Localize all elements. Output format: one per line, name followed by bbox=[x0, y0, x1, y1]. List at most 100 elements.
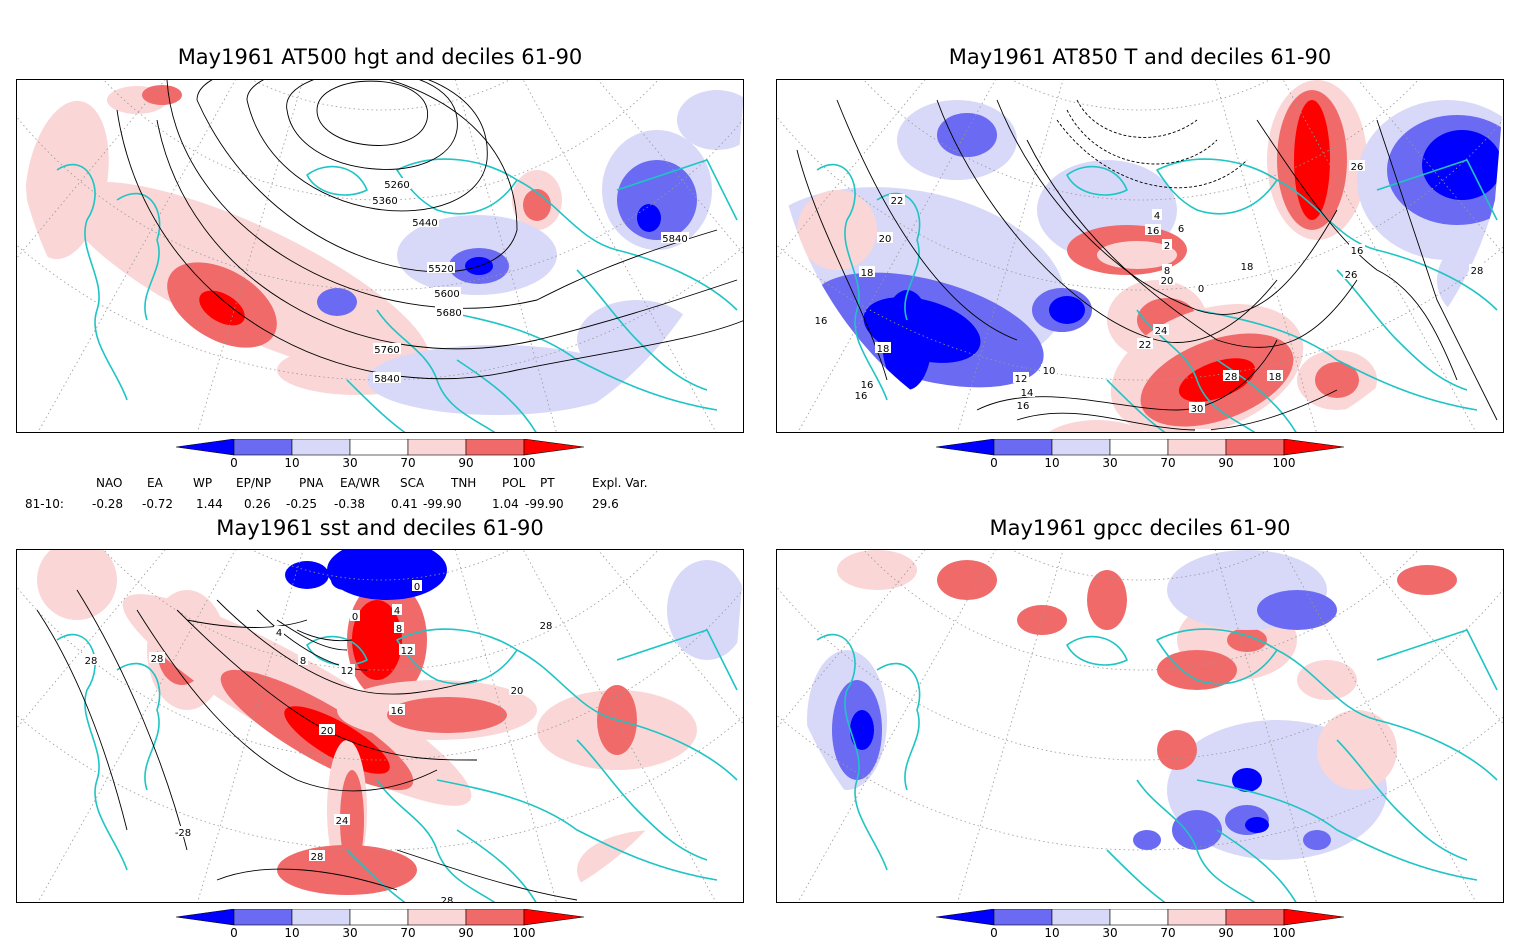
coastline bbox=[436, 779, 718, 881]
coastlines bbox=[56, 628, 738, 902]
contour-label-bg bbox=[412, 580, 422, 591]
coastline bbox=[116, 662, 161, 791]
contour-label: 4 bbox=[1154, 211, 1160, 222]
contour-label: 12 bbox=[341, 666, 354, 677]
contour-label-bg bbox=[1343, 268, 1359, 279]
meridian-line bbox=[1215, 80, 1317, 432]
coastline bbox=[616, 629, 738, 691]
contour-label: 0 bbox=[414, 582, 420, 593]
index-row-label: 81-10: bbox=[25, 497, 64, 511]
contour-label: 16 bbox=[391, 706, 404, 717]
latitude-circle bbox=[251, 80, 511, 111]
anomaly-shading bbox=[1232, 768, 1262, 792]
coastline bbox=[516, 179, 738, 311]
colorbar-tick-label: 70 bbox=[400, 926, 416, 940]
coastline bbox=[816, 163, 888, 401]
anomaly-shading bbox=[637, 204, 661, 232]
index-header: WP bbox=[193, 476, 213, 490]
latitude-circle bbox=[777, 116, 1503, 291]
meridian-line bbox=[455, 80, 557, 432]
contour-label-bg bbox=[439, 894, 455, 902]
contour-label-bg bbox=[1469, 264, 1485, 275]
map-mask bbox=[541, 574, 743, 902]
meridian-line bbox=[957, 550, 1064, 902]
colorbar-tick-label: 100 bbox=[1272, 926, 1296, 940]
anomaly-shading bbox=[1317, 710, 1397, 790]
contour-label-bg bbox=[383, 178, 411, 189]
latitude-circle bbox=[777, 586, 1503, 761]
colorbar-segment bbox=[1167, 438, 1227, 456]
anomaly-shading bbox=[1422, 130, 1502, 200]
coastline bbox=[1336, 269, 1468, 391]
colorbar-segment bbox=[523, 908, 585, 926]
contour-label: 18 bbox=[1269, 372, 1282, 383]
contour-line bbox=[296, 629, 353, 642]
anomaly-shading bbox=[937, 560, 997, 600]
colorbar-tick-label: 30 bbox=[1102, 926, 1118, 940]
anomaly-shading bbox=[340, 770, 364, 870]
coastline bbox=[1136, 779, 1256, 902]
coastline bbox=[1156, 628, 1278, 685]
colorbar-segment bbox=[291, 438, 351, 456]
anomaly-shading bbox=[677, 90, 743, 150]
colorbar-tick-label: 30 bbox=[342, 456, 358, 470]
index-header: TNH bbox=[451, 476, 477, 490]
coastline bbox=[1376, 159, 1498, 221]
contour-label-bg bbox=[853, 389, 869, 400]
contour-line bbox=[76, 589, 188, 851]
contour-label: 5600 bbox=[434, 289, 459, 300]
map-canvas-p3: 28 28 0 4 8 12 16 20 24 28 28 0 8 4 12 20 -28 28 bbox=[17, 550, 743, 902]
latitude-circle bbox=[17, 116, 743, 291]
index-value: 1.44 bbox=[196, 497, 223, 511]
meridian-line bbox=[197, 550, 304, 902]
contour-line bbox=[936, 99, 1278, 343]
coastline bbox=[396, 158, 518, 215]
contour-label-bg bbox=[392, 604, 402, 615]
meridian-line bbox=[957, 80, 1064, 432]
latitude-circle bbox=[17, 586, 743, 761]
contour-label: 0 bbox=[1198, 284, 1204, 295]
anomaly-shading bbox=[37, 550, 117, 620]
colorbar-segment bbox=[1109, 438, 1169, 456]
anomaly-shading bbox=[142, 85, 182, 105]
coastline bbox=[1156, 158, 1278, 215]
coastline bbox=[456, 829, 537, 902]
meridian-line bbox=[597, 80, 743, 255]
coastlines bbox=[816, 628, 1498, 902]
contour-label: 5840 bbox=[374, 374, 399, 385]
contour-label-bg bbox=[1019, 386, 1035, 397]
anomaly-shading bbox=[1087, 570, 1127, 630]
coastline bbox=[1106, 379, 1166, 432]
index-header: EA/WR bbox=[340, 476, 381, 490]
coastlines bbox=[56, 158, 738, 432]
colorbar-tick-label: 70 bbox=[1160, 926, 1176, 940]
contour-label-bg bbox=[1162, 239, 1172, 250]
index-header: SCA bbox=[400, 476, 425, 490]
contour-lines bbox=[116, 80, 743, 380]
contour-label-bg bbox=[371, 194, 399, 205]
map-panel-p1: 5260 5360 5440 5520 5600 5680 5760 5840 5840 bbox=[16, 79, 744, 433]
contour-line bbox=[1376, 119, 1498, 421]
anomaly-shading bbox=[331, 570, 359, 590]
contour-label-bg bbox=[877, 232, 893, 243]
colorbar-segment bbox=[407, 908, 467, 926]
contour-label-bg bbox=[1267, 370, 1283, 381]
anomaly-shading bbox=[317, 288, 357, 316]
contour-line bbox=[256, 609, 368, 671]
contour-label: 14 bbox=[1021, 388, 1034, 399]
colorbar-tick-label: 70 bbox=[400, 456, 416, 470]
map-mask bbox=[541, 104, 743, 432]
index-value: 29.6 bbox=[592, 497, 619, 511]
colorbar-svg bbox=[175, 908, 585, 926]
contour-label: 30 bbox=[1191, 404, 1204, 415]
contour-line bbox=[196, 80, 518, 273]
contour-label: 18 bbox=[1241, 262, 1254, 273]
contour-label: 5360 bbox=[372, 196, 397, 207]
contour-line bbox=[1256, 119, 1458, 381]
index-header: NAO bbox=[96, 476, 123, 490]
coastline bbox=[56, 633, 128, 871]
anomaly-shading bbox=[1157, 730, 1197, 770]
index-value: -0.38 bbox=[334, 497, 366, 511]
contour-label-bg bbox=[1041, 364, 1057, 375]
contour-label-bg bbox=[350, 610, 360, 621]
